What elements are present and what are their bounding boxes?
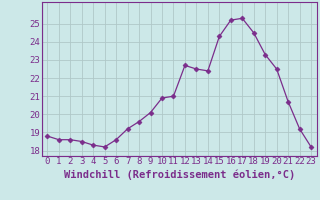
X-axis label: Windchill (Refroidissement éolien,°C): Windchill (Refroidissement éolien,°C) <box>64 169 295 180</box>
